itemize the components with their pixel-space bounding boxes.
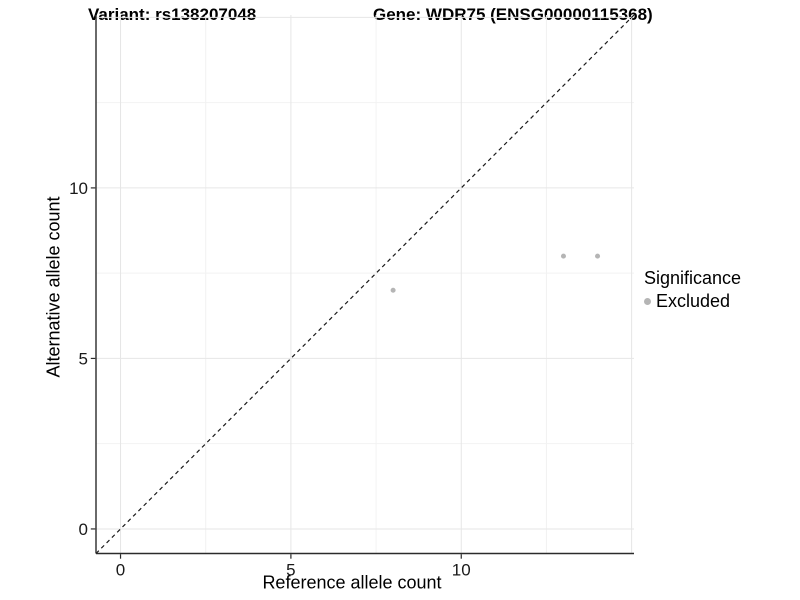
identity-reference-line (95, 14, 635, 554)
x-tick-label: 10 (452, 561, 471, 580)
data-point (595, 253, 601, 259)
y-tick-label: 0 (79, 520, 88, 539)
y-tick-label: 5 (79, 349, 88, 368)
data-point (390, 287, 396, 293)
legend-title: Significance (644, 268, 742, 288)
legend: Significance Excluded (644, 268, 741, 312)
x-axis-label: Reference allele count (262, 572, 442, 593)
y-axis-label: Alternative allele count (43, 196, 64, 378)
x-tick-label: 5 (286, 561, 295, 580)
legend-item-label: Excluded (656, 291, 731, 311)
plot-title-gene: Gene: WDR75 (ENSG00000115368) (373, 5, 653, 24)
legend-point-icon (644, 298, 651, 305)
legend-item-excluded: Excluded (644, 291, 741, 312)
data-point (560, 253, 566, 259)
y-tick-label: 10 (69, 179, 88, 198)
plot-title-variant: Variant: rs138207048 (88, 5, 257, 24)
x-tick-label: 0 (116, 561, 125, 580)
